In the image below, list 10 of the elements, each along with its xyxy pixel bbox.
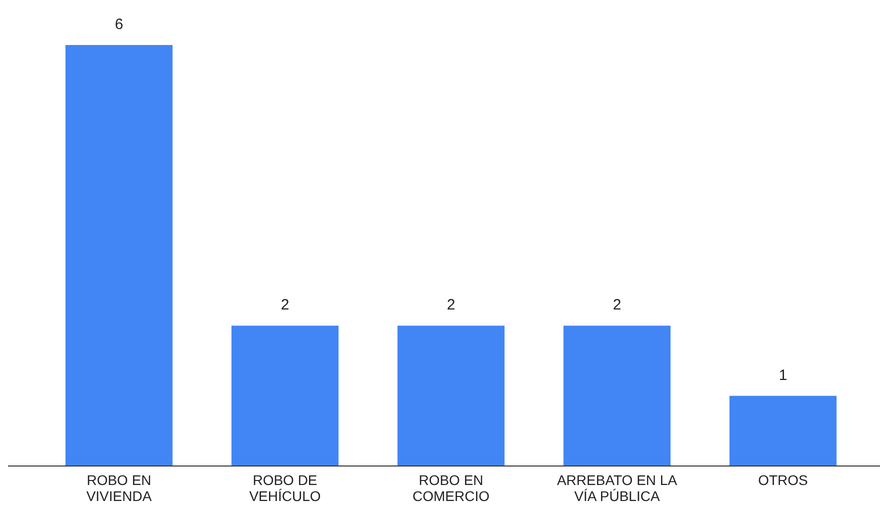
x-tick-label: ROBO EN VIVIENDA bbox=[86, 472, 152, 504]
data-label: 2 bbox=[446, 296, 456, 314]
data-label: 6 bbox=[114, 16, 124, 33]
x-tick-label: ROBO DE VEHÍCULO bbox=[249, 472, 321, 504]
x-tick-label: OTROS bbox=[758, 472, 808, 488]
x-tick-label: ROBO EN COMERCIO bbox=[412, 472, 490, 504]
data-label: 2 bbox=[612, 296, 622, 314]
data-label: 2 bbox=[280, 296, 290, 314]
x-tick-label: ARREBATO EN LA VÍA PÚBLICA bbox=[556, 472, 678, 504]
data-label: 1 bbox=[778, 366, 788, 384]
